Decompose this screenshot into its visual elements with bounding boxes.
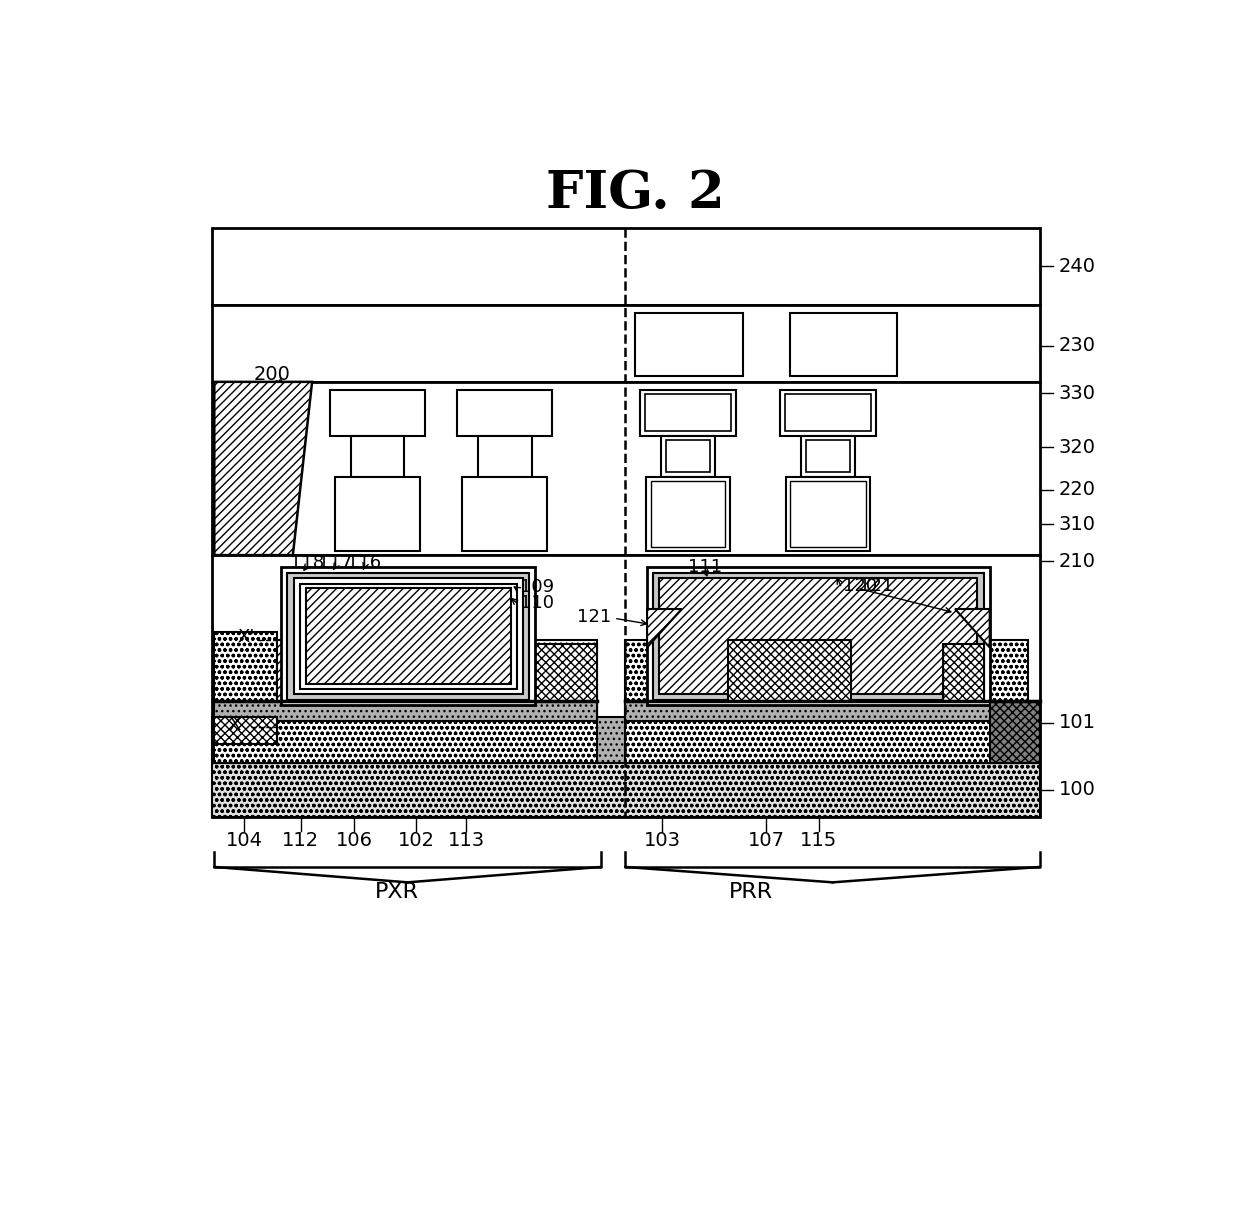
Bar bbox=[640, 390, 735, 436]
Bar bbox=[215, 702, 596, 720]
Text: X': X' bbox=[238, 628, 255, 647]
Text: 110: 110 bbox=[520, 594, 554, 611]
Text: 100: 100 bbox=[1059, 780, 1096, 800]
Bar bbox=[635, 312, 743, 376]
Bar bbox=[288, 573, 529, 699]
Text: 104: 104 bbox=[226, 831, 263, 849]
Bar bbox=[625, 639, 1028, 763]
Polygon shape bbox=[955, 609, 990, 648]
Text: 106: 106 bbox=[336, 831, 373, 849]
Bar bbox=[728, 639, 851, 702]
Text: 330: 330 bbox=[1059, 383, 1096, 403]
Bar bbox=[300, 583, 517, 690]
Text: 107: 107 bbox=[748, 831, 785, 849]
Bar bbox=[212, 228, 1040, 305]
Text: 101: 101 bbox=[1059, 713, 1096, 733]
Text: 310: 310 bbox=[1059, 514, 1096, 534]
Text: 210: 210 bbox=[1059, 551, 1096, 571]
Bar bbox=[278, 639, 339, 717]
Text: 121: 121 bbox=[859, 577, 893, 595]
Bar bbox=[990, 702, 1040, 763]
Bar bbox=[306, 588, 511, 684]
Bar bbox=[786, 477, 870, 551]
Text: 240: 240 bbox=[1059, 257, 1096, 276]
Text: PRR: PRR bbox=[729, 882, 773, 903]
Bar bbox=[463, 477, 547, 551]
Bar bbox=[212, 382, 1040, 555]
Bar bbox=[212, 555, 1040, 817]
Bar bbox=[790, 481, 866, 546]
Text: 102: 102 bbox=[398, 831, 434, 849]
Bar bbox=[215, 717, 278, 744]
Bar bbox=[351, 436, 404, 477]
Text: 120: 120 bbox=[843, 577, 878, 595]
Bar bbox=[653, 573, 983, 699]
Bar bbox=[294, 578, 523, 695]
Polygon shape bbox=[647, 609, 682, 648]
Text: 103: 103 bbox=[644, 831, 681, 849]
Text: 230: 230 bbox=[1059, 336, 1096, 355]
Bar bbox=[281, 567, 536, 706]
Bar bbox=[212, 763, 1040, 817]
Bar bbox=[651, 481, 725, 546]
Bar bbox=[661, 436, 714, 477]
Bar bbox=[212, 305, 1040, 382]
Bar bbox=[212, 717, 1040, 763]
Bar bbox=[660, 578, 977, 695]
Bar bbox=[646, 477, 730, 551]
Text: 117: 117 bbox=[319, 554, 352, 572]
Bar bbox=[456, 390, 552, 436]
Bar bbox=[645, 394, 730, 431]
Text: 116: 116 bbox=[347, 554, 382, 572]
Bar bbox=[666, 440, 711, 472]
Bar bbox=[780, 390, 875, 436]
Text: 320: 320 bbox=[1059, 437, 1096, 457]
Text: 121: 121 bbox=[577, 608, 611, 626]
Text: 113: 113 bbox=[448, 831, 485, 849]
Text: FIG. 2: FIG. 2 bbox=[546, 168, 725, 219]
Text: 118: 118 bbox=[290, 554, 324, 572]
Bar bbox=[477, 436, 532, 477]
Bar bbox=[801, 436, 854, 477]
Text: PXR: PXR bbox=[374, 882, 419, 903]
Bar bbox=[625, 702, 1028, 720]
Text: 112: 112 bbox=[281, 831, 319, 849]
Bar bbox=[215, 632, 278, 717]
Polygon shape bbox=[215, 382, 312, 555]
Text: 111: 111 bbox=[688, 557, 722, 576]
Bar bbox=[785, 394, 872, 431]
Text: 115: 115 bbox=[800, 831, 837, 849]
Bar bbox=[335, 477, 420, 551]
Bar bbox=[944, 643, 983, 702]
Bar bbox=[790, 312, 898, 376]
Text: 200: 200 bbox=[254, 365, 290, 383]
Text: X: X bbox=[229, 715, 242, 734]
Bar bbox=[435, 643, 596, 717]
Bar bbox=[330, 390, 425, 436]
Bar bbox=[215, 639, 596, 763]
Text: 109: 109 bbox=[520, 578, 554, 597]
Text: 220: 220 bbox=[1059, 480, 1096, 499]
Bar bbox=[647, 567, 990, 706]
Bar bbox=[806, 440, 851, 472]
